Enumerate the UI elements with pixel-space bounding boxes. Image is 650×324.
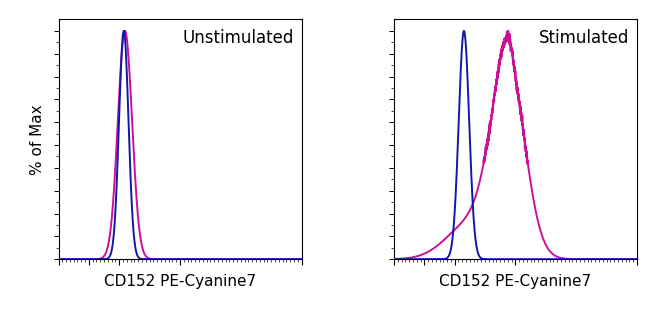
Text: Stimulated: Stimulated [540, 29, 630, 47]
X-axis label: CD152 PE-Cyanine7: CD152 PE-Cyanine7 [439, 274, 592, 289]
Y-axis label: % of Max: % of Max [30, 104, 45, 175]
Text: Unstimulated: Unstimulated [183, 29, 294, 47]
X-axis label: CD152 PE-Cyanine7: CD152 PE-Cyanine7 [104, 274, 256, 289]
